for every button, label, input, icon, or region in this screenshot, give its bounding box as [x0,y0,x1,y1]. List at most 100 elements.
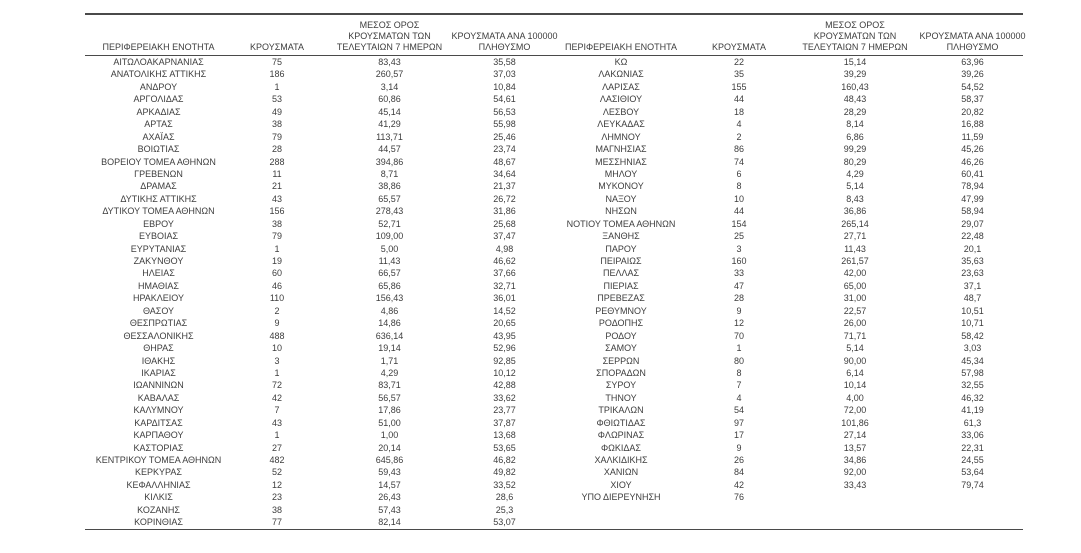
per100k-value-right: 10,51 [961,305,984,316]
avg7day-value-right: 4,29 [846,168,864,179]
per100k-value-right: 20,82 [961,106,984,117]
cases-value-right [690,504,788,516]
region-name-left: ΔΥΤΙΚΟΥ ΤΟΜΕΑ ΑΘΗΝΩΝ [102,206,215,217]
cases-value-right: 42 [733,479,744,490]
avg7day-value-right: 99,29 [843,144,867,155]
cases-value-right: 2 [736,131,742,142]
region-name-right: ΛΕΥΚΑΔΑΣ [597,119,645,130]
region-name-right: ΠΡΕΒΕΖΑΣ [597,293,645,304]
avg7day-value-right: 42,00 [843,268,867,279]
avg7day-value-left: 4,29 [380,367,399,378]
avg7day-value-left: 19,14 [378,343,401,354]
per100k-value-left: 32,71 [493,280,516,291]
region-name-right: ΠΑΡΟΥ [605,243,637,254]
avg7day-value-right: 15,14 [843,57,867,67]
cases-value-right: 74 [733,156,744,167]
avg7day-value-right: 4,00 [846,392,864,403]
avg7day-value-left: 113,71 [376,131,403,142]
cases-value-left: 12 [271,479,282,490]
per100k-value-left: 48,67 [493,156,516,167]
per100k-value-right: 46,26 [961,156,984,167]
per100k-value-left: 35,58 [493,57,516,67]
cases-value-right: 9 [736,305,742,316]
cases-value-left: 52 [271,467,282,478]
per100k-value-right: 10,71 [961,318,984,329]
cases-value-right: 8 [736,181,742,192]
avg7day-value-left: 45,14 [378,106,401,117]
cases-value-left: 7 [274,405,280,416]
per100k-value-left: 37,87 [493,417,516,428]
per100k-value-right: 35,63 [961,256,984,266]
cases-value-right: 6 [736,168,742,179]
cases-value-left: 3 [274,355,280,366]
region-name-left: ΕΥΡΥΤΑΝΙΑΣ [130,243,187,254]
cases-value-left: 23 [271,492,282,503]
per100k-value-left: 46,62 [493,256,516,266]
per100k-value-right: 78,94 [961,181,984,192]
avg7day-value-left: 14,57 [378,479,401,490]
cases-value-right: 17 [733,430,744,441]
region-header-right: ΠΕΡΙΦΕΡΕΙΑΚΗ ΕΝΟΤΗΤΑ [564,42,678,52]
avg7day-value-right: 261,57 [841,256,869,266]
per100k-value-left: 34,64 [493,168,516,179]
region-name-right: ΣΕΡΡΩΝ [602,355,640,366]
avg7day-value-right: 6,14 [846,367,864,378]
region-name-right: ΡΕΘΥΜΝΟΥ [595,305,647,316]
region-name-left: ΑΙΤΩΛΟΑΚΑΡΝΑΝΙΑΣ [113,57,204,67]
per100k-value-right: 58,42 [961,330,984,341]
per100k-value-left: 13,68 [493,430,516,441]
region-name-left: ΔΡΑΜΑΣ [140,181,177,192]
region-name-right: ΦΘΙΩΤΙΔΑΣ [596,417,646,428]
cases-value-left: 9 [274,318,280,329]
avg7day-value-right: 33,43 [843,479,867,490]
region-name-right: ΤΡΙΚΑΛΩΝ [598,405,644,416]
region-name-right: ΧΙΟΥ [610,479,632,490]
avg7day-value-left: 38,86 [378,181,401,192]
region-name-right: ΥΠΟ ΔΙΕΡΕΥΝΗΣΗ [581,492,661,503]
avg7day-value-left: 1,00 [380,430,399,441]
avg7day-value-left: 636,14 [375,330,404,341]
per100k-value-right: 63,96 [961,57,984,67]
region-name-left: ΗΛΕΙΑΣ [142,268,175,279]
avg7day-value-left: 5,00 [380,243,399,254]
per100k-value-left: 37,47 [493,231,516,242]
cases-value-left: 72 [271,380,282,391]
per100k-value-left: 14,52 [493,305,516,316]
region-name-left: ΚΑΣΤΟΡΙΑΣ [133,442,184,453]
cases-value-right: 18 [733,106,744,117]
region-name-left: ΚΟΖΑΝΗΣ [137,504,180,515]
avg7day-value-right: 80,29 [843,156,867,167]
avg7day-value-right: 26,00 [843,318,867,329]
avg7day-value-right: 265,14 [841,218,869,229]
cases-value-right: 4 [736,119,742,130]
cases-value-right: 10 [733,193,744,204]
region-name-left: ΗΜΑΘΙΑΣ [138,280,179,291]
cases-value-right: 44 [733,94,744,105]
per100k-value-left: 53,65 [493,442,516,453]
cases-value-left: 38 [271,218,282,229]
region-name-right: ΣΥΡΟΥ [605,380,637,391]
avg7day-value-right: 11,43 [844,243,866,254]
per100k-value-right [922,516,1023,528]
avg7day-value-right: 10,14 [843,380,867,391]
region-name-right: ΦΛΩΡΙΝΑΣ [597,430,645,441]
cases-value-left: 482 [269,455,285,465]
region-name-left: ΔΥΤΙΚΗΣ ΑΤΤΙΚΗΣ [120,193,197,204]
cases-value-right: 7 [736,380,742,391]
per100k-value-left: 33,62 [493,392,516,403]
cases-value-right: 160 [731,256,747,266]
cases-value-right: 47 [733,280,744,291]
region-name-left: ΙΩΑΝΝΙΝΩΝ [133,380,184,391]
cases-value-left: 79 [271,131,282,142]
region-name-left: ΒΟΙΩΤΙΑΣ [137,144,180,155]
avg7day-value-left: 260,57 [375,69,404,80]
per100k-value-left: 37,03 [493,69,516,80]
region-name-right: ΜΥΚΟΝΟΥ [598,181,644,192]
avg7day-value-left: 65,57 [378,193,401,204]
avg7day-value-left: 156,43 [375,293,404,304]
cases-value-left: 10 [271,343,282,354]
region-name-right: ΝΗΣΩΝ [605,206,637,217]
avg7day-value-left: 65,86 [378,280,401,291]
cases-value-right: 84 [733,467,744,478]
avg7day-value-left: 52,71 [378,218,401,229]
